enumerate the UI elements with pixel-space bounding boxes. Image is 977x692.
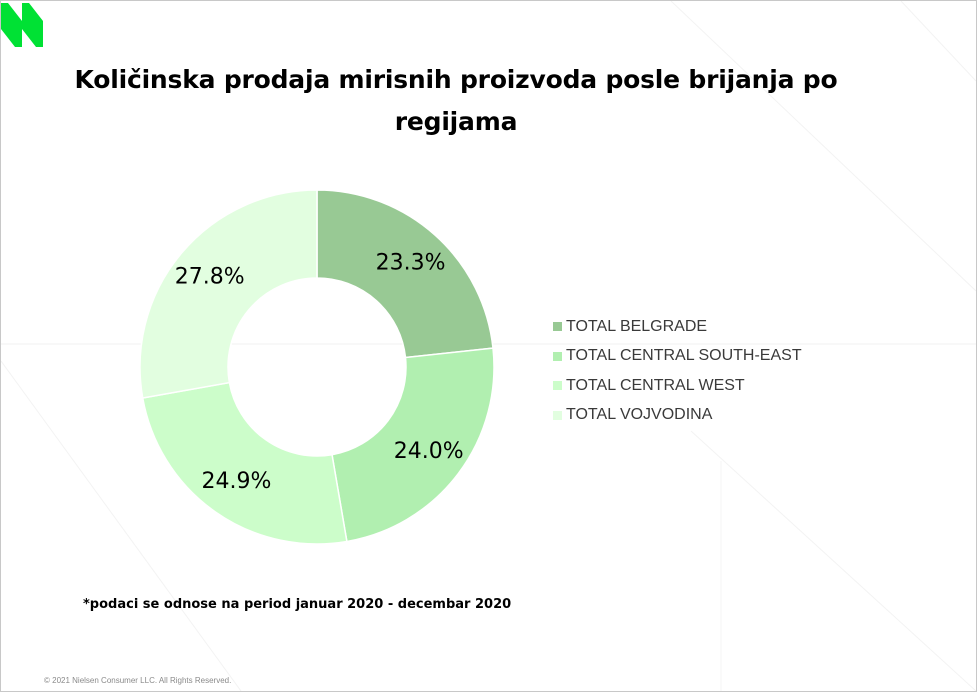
donut-slice xyxy=(316,189,494,359)
legend-item: TOTAL CENTRAL WEST xyxy=(553,371,853,401)
copyright-notice: © 2021 Nielsen Consumer LLC. All Rights … xyxy=(44,676,232,685)
legend-label: TOTAL BELGRADE xyxy=(566,317,708,335)
chart-legend: TOTAL BELGRADE TOTAL CENTRAL SOUTH-EAST TO… xyxy=(553,312,853,430)
data-label: 27.8% xyxy=(175,265,245,290)
data-label: 23.3% xyxy=(376,250,446,275)
nielsen-logo-icon xyxy=(1,3,43,47)
legend-label: TOTAL CENTRAL WEST xyxy=(566,376,745,394)
footnote: *podaci se odnose na period januar 2020 … xyxy=(83,597,512,612)
chart-title: Količinska prodaja mirisnih proizvoda po… xyxy=(74,65,838,136)
legend-label: TOTAL VOJVODINA xyxy=(566,406,713,424)
data-label: 24.9% xyxy=(202,469,272,494)
legend-label: TOTAL CENTRAL SOUTH-EAST xyxy=(566,347,802,365)
legend-item: TOTAL VOJVODINA xyxy=(553,401,853,431)
legend-item: TOTAL BELGRADE xyxy=(553,312,853,342)
legend-swatch xyxy=(553,381,562,391)
legend-swatch xyxy=(553,351,562,361)
donut-slice xyxy=(331,347,495,543)
donut-slice xyxy=(139,189,318,399)
legend-item: TOTAL CENTRAL SOUTH-EAST xyxy=(553,342,853,372)
data-label: 24.0% xyxy=(394,439,464,464)
legend-swatch xyxy=(553,410,562,420)
legend-swatch xyxy=(553,322,562,332)
donut-slice xyxy=(141,381,348,545)
